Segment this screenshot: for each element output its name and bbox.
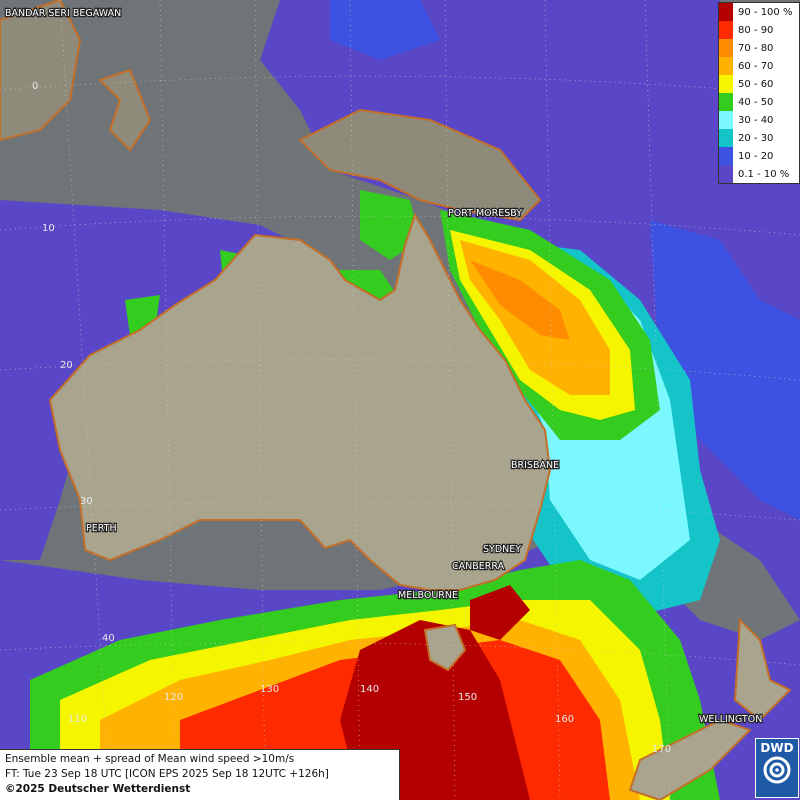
- legend-swatch: [719, 57, 733, 75]
- legend-swatch: [719, 129, 733, 147]
- city-port-moresby: PORT MORESBY: [448, 208, 522, 219]
- lon-label-160: 160: [555, 714, 574, 725]
- dwd-logo: DWD: [755, 738, 799, 798]
- legend-swatch: [719, 39, 733, 57]
- legend-row: 90 - 100 %: [719, 3, 799, 21]
- lon-label-150: 150: [458, 692, 477, 703]
- dwd-logo-text: DWD: [760, 741, 794, 755]
- borneo-land: [0, 0, 82, 142]
- footer-copyright: ©2025 Deutscher Wetterdienst: [5, 783, 191, 795]
- legend-row: 80 - 90: [719, 21, 799, 39]
- city-bandar-seri-begawan: BANDAR SERI BEGAWAN: [5, 8, 121, 19]
- legend-swatch: [719, 165, 733, 183]
- city-perth: PERTH: [86, 523, 117, 534]
- legend-swatch: [719, 111, 733, 129]
- legend-swatch: [719, 93, 733, 111]
- legend-row: 20 - 30: [719, 129, 799, 147]
- legend-swatch: [719, 21, 733, 39]
- tasmania-land: [423, 623, 467, 672]
- city-canberra: CANBERRA: [452, 561, 505, 572]
- legend-label: 0.1 - 10 %: [738, 168, 790, 180]
- new-zealand-north: [733, 617, 792, 722]
- new-zealand-south: [628, 718, 752, 800]
- legend-row: 40 - 50: [719, 93, 799, 111]
- legend-label: 80 - 90: [738, 24, 774, 36]
- new-guinea-land: [298, 108, 542, 222]
- city-sydney: SYDNEY: [483, 544, 521, 555]
- legend-row: 50 - 60: [719, 75, 799, 93]
- lat-label-40: 40: [102, 633, 115, 644]
- legend-label: 60 - 70: [738, 60, 774, 72]
- legend-label: 90 - 100 %: [738, 6, 793, 18]
- lat-label-30: 30: [80, 496, 93, 507]
- city-melbourne: MELBOURNE: [398, 590, 458, 601]
- lat-label-0: 0: [32, 81, 38, 92]
- footer-product-title: Ensemble mean + spread of Mean wind spee…: [5, 753, 295, 765]
- lon-label-140: 140: [360, 684, 379, 695]
- legend-label: 50 - 60: [738, 78, 774, 90]
- city-brisbane: BRISBANE: [511, 460, 559, 471]
- legend: 90 - 100 % 80 - 90 70 - 80 60 - 70 50 - 60 40…: [718, 2, 800, 184]
- lat-label-10: 10: [42, 223, 55, 234]
- legend-row: 30 - 40: [719, 111, 799, 129]
- legend-swatch: [719, 3, 733, 21]
- legend-row: 10 - 20: [719, 147, 799, 165]
- legend-row: 60 - 70: [719, 57, 799, 75]
- dwd-swirl-icon: [763, 756, 791, 784]
- legend-swatch: [719, 75, 733, 93]
- lon-label-120: 120: [164, 692, 183, 703]
- lon-label-170: 170: [652, 744, 671, 755]
- legend-row: 70 - 80: [719, 39, 799, 57]
- sulawesi-land: [98, 68, 152, 152]
- footer-forecast-time: FT: Tue 23 Sep 18 UTC [ICON EPS 2025 Sep…: [5, 768, 329, 780]
- australia-land: [48, 212, 552, 591]
- legend-label: 20 - 30: [738, 132, 774, 144]
- legend-label: 30 - 40: [738, 114, 774, 126]
- lon-label-130: 130: [260, 684, 279, 695]
- legend-swatch: [719, 147, 733, 165]
- legend-row: 0.1 - 10 %: [719, 165, 799, 183]
- city-wellington: WELLINGTON: [699, 714, 762, 725]
- legend-label: 70 - 80: [738, 42, 774, 54]
- lat-label-20: 20: [60, 360, 73, 371]
- legend-label: 10 - 20: [738, 150, 774, 162]
- high-probability-coral-sea: [450, 230, 635, 420]
- lon-label-110: 110: [68, 714, 87, 725]
- footer-panel: Ensemble mean + spread of Mean wind spee…: [0, 749, 400, 800]
- legend-label: 40 - 50: [738, 96, 774, 108]
